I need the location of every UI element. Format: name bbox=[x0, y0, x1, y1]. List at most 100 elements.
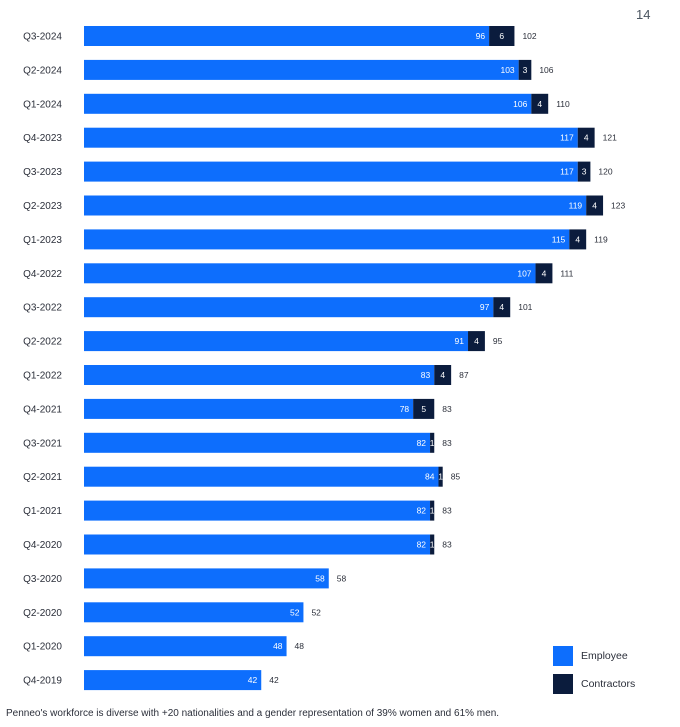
category-label: Q3-2023 bbox=[23, 167, 62, 178]
contractor-value-label: 4 bbox=[537, 99, 542, 109]
employee-value-label: 58 bbox=[315, 573, 325, 583]
employee-bar bbox=[84, 127, 578, 148]
category-label: Q1-2020 bbox=[23, 642, 62, 653]
contractor-value-label: 1 bbox=[430, 506, 435, 516]
category-label: Q3-2022 bbox=[23, 303, 62, 314]
category-label: Q1-2021 bbox=[23, 506, 62, 517]
contractor-bar bbox=[430, 432, 435, 453]
contractor-bar bbox=[577, 127, 595, 148]
employee-value-label: 48 bbox=[273, 641, 283, 651]
employee-bar bbox=[84, 331, 469, 352]
employee-value-label: 82 bbox=[417, 506, 427, 516]
contractor-value-label: 4 bbox=[575, 234, 580, 244]
category-label: Q1-2023 bbox=[23, 235, 62, 246]
category-label: Q2-2023 bbox=[23, 201, 62, 212]
total-value-label: 83 bbox=[442, 404, 452, 414]
category-label: Q4-2022 bbox=[23, 269, 62, 280]
contractor-value-label: 1 bbox=[430, 438, 435, 448]
contractor-value-label: 4 bbox=[499, 302, 504, 312]
category-label: Q2-2024 bbox=[23, 65, 62, 76]
contractor-value-label: 4 bbox=[584, 133, 589, 143]
employee-value-label: 91 bbox=[455, 336, 465, 346]
total-value-label: 120 bbox=[598, 167, 612, 177]
total-value-label: 95 bbox=[493, 336, 503, 346]
total-value-label: 87 bbox=[459, 370, 469, 380]
contractor-value-label: 3 bbox=[582, 167, 587, 177]
contractor-value-label: 5 bbox=[421, 404, 426, 414]
employee-value-label: 106 bbox=[513, 99, 527, 109]
employee-value-label: 115 bbox=[552, 234, 566, 244]
employee-bar bbox=[84, 59, 519, 80]
contractor-bar bbox=[438, 466, 443, 487]
contractor-bar bbox=[430, 534, 435, 555]
employee-bar bbox=[84, 229, 570, 250]
footnote: Penneo's workforce is diverse with +20 n… bbox=[6, 708, 500, 719]
contractor-value-label: 1 bbox=[430, 540, 435, 550]
contractor-bar bbox=[430, 500, 435, 521]
category-label: Q2-2020 bbox=[23, 608, 62, 619]
total-value-label: 123 bbox=[611, 201, 625, 211]
total-value-label: 111 bbox=[560, 268, 573, 278]
category-label: Q1-2024 bbox=[23, 99, 62, 110]
employee-bar bbox=[84, 161, 578, 182]
contractor-bar bbox=[518, 59, 532, 80]
employee-value-label: 78 bbox=[400, 404, 410, 414]
category-label: Q4-2020 bbox=[23, 540, 62, 551]
employee-bar bbox=[84, 297, 494, 318]
employee-bar bbox=[84, 26, 490, 46]
total-value-label: 83 bbox=[442, 540, 452, 550]
employee-bar bbox=[84, 500, 431, 521]
legend-employee-swatch bbox=[553, 646, 573, 666]
employee-bar bbox=[84, 263, 536, 284]
total-value-label: 101 bbox=[518, 302, 532, 312]
employee-value-label: 97 bbox=[480, 302, 490, 312]
total-value-label: 42 bbox=[269, 675, 279, 685]
category-label: Q2-2021 bbox=[23, 472, 62, 483]
contractor-bar bbox=[577, 161, 591, 182]
employee-bar bbox=[84, 466, 439, 487]
employee-bar bbox=[84, 93, 532, 114]
category-label: Q4-2019 bbox=[23, 676, 62, 687]
employee-bar bbox=[84, 568, 329, 589]
total-value-label: 83 bbox=[442, 506, 452, 516]
employee-bar bbox=[84, 432, 431, 453]
category-label: Q3-2020 bbox=[23, 574, 62, 585]
contractor-value-label: 1 bbox=[438, 472, 443, 482]
employee-value-label: 117 bbox=[560, 133, 574, 143]
total-value-label: 52 bbox=[311, 607, 321, 617]
contractor-bar bbox=[489, 26, 515, 46]
contractor-bar bbox=[434, 365, 452, 385]
category-label: Q4-2023 bbox=[23, 133, 62, 144]
total-value-label: 48 bbox=[295, 641, 305, 651]
total-value-label: 102 bbox=[522, 31, 536, 41]
total-value-label: 83 bbox=[442, 438, 452, 448]
employee-value-label: 84 bbox=[425, 472, 435, 482]
contractor-value-label: 6 bbox=[499, 31, 504, 41]
employee-value-label: 83 bbox=[421, 370, 431, 380]
contractor-bar bbox=[569, 229, 587, 250]
category-label: Q1-2022 bbox=[23, 371, 62, 382]
contractor-value-label: 4 bbox=[440, 370, 445, 380]
contractor-bar bbox=[413, 398, 435, 419]
employee-bar bbox=[84, 398, 414, 419]
employee-value-label: 96 bbox=[476, 31, 486, 41]
category-label: Q3-2021 bbox=[23, 438, 62, 449]
employee-value-label: 52 bbox=[290, 607, 300, 617]
employee-value-label: 103 bbox=[500, 65, 514, 75]
category-label: Q3-2024 bbox=[23, 32, 62, 43]
legend-employee-label: Employee bbox=[581, 650, 628, 662]
employee-bar bbox=[84, 602, 304, 623]
contractor-value-label: 4 bbox=[542, 268, 547, 278]
total-value-label: 58 bbox=[337, 573, 347, 583]
contractor-bar bbox=[531, 93, 549, 114]
employee-value-label: 82 bbox=[417, 438, 427, 448]
legend-contractors-label: Contractors bbox=[581, 678, 636, 690]
contractor-bar bbox=[468, 331, 485, 352]
employee-value-label: 117 bbox=[560, 167, 574, 177]
contractor-bar bbox=[535, 263, 553, 284]
employee-bar bbox=[84, 636, 287, 657]
page-number: 14 bbox=[636, 7, 651, 22]
total-value-label: 121 bbox=[603, 133, 617, 143]
employee-bar bbox=[84, 670, 262, 691]
